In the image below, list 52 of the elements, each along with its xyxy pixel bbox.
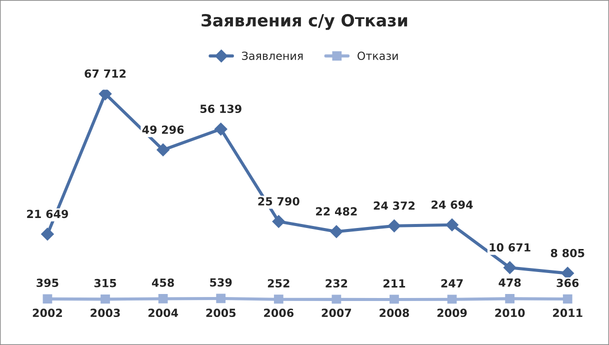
data-label: 539: [210, 278, 232, 287]
point: [390, 294, 399, 304]
chart-title: Заявления с/у Откази: [202, 14, 408, 30]
data-label: 211: [384, 279, 406, 288]
data-label: 8 805: [550, 248, 584, 258]
point: [505, 294, 515, 304]
data-label: 25 790: [258, 197, 300, 206]
data-label: 24 372: [374, 201, 415, 210]
point: [330, 225, 343, 238]
point: [98, 90, 112, 100]
data-label: 458: [152, 278, 174, 287]
point: [42, 294, 52, 304]
x-tick-label: 2006: [264, 308, 294, 318]
point: [156, 144, 170, 156]
point: [446, 218, 458, 232]
point: [158, 294, 168, 304]
data-label: 395: [36, 278, 58, 288]
point: [332, 294, 342, 304]
x-tick-label: 2003: [90, 308, 120, 318]
point: [562, 294, 572, 304]
x-tick-label: 2004: [148, 308, 178, 318]
data-label: 478: [498, 278, 521, 287]
data-label: 232: [326, 279, 348, 288]
x-tick-label: 2009: [437, 308, 467, 318]
point: [272, 215, 286, 228]
point: [216, 294, 226, 304]
data-label: 67 712: [84, 69, 126, 78]
legend-label: Откази: [358, 52, 398, 60]
data-label: 10 671: [490, 243, 530, 252]
data-label: 315: [94, 278, 116, 288]
data-label: 24 694: [432, 200, 473, 209]
x-tick-label: 2011: [553, 308, 582, 318]
data-label: 247: [441, 279, 463, 288]
data-label: 21 649: [27, 210, 68, 218]
point: [388, 219, 401, 232]
x-tick-label: 2008: [380, 308, 410, 318]
x-tick-label: 2002: [32, 308, 62, 318]
data-label: 49 296: [142, 125, 184, 134]
point: [100, 294, 110, 304]
point: [214, 122, 228, 136]
point: [41, 228, 54, 241]
point: [503, 261, 516, 274]
legend-label: Заявления: [242, 52, 303, 60]
x-tick-label: 2007: [322, 308, 352, 318]
x-tick-label: 2005: [206, 308, 236, 318]
data-label: 22 482: [316, 207, 357, 216]
point: [447, 294, 457, 304]
data-label: 252: [268, 279, 290, 288]
point: [274, 294, 284, 304]
x-tick-label: 2010: [495, 308, 525, 318]
data-label: 56 139: [200, 104, 242, 114]
data-label: 366: [556, 278, 579, 288]
